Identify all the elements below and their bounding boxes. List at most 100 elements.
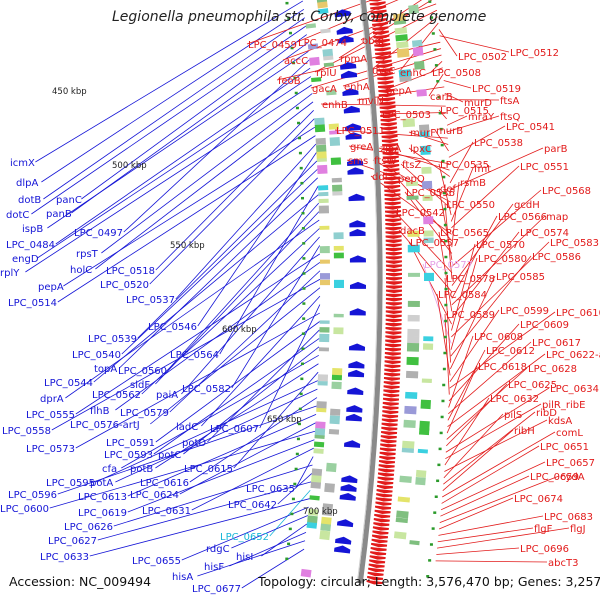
forward-gene-label[interactable]: LPC_0608 xyxy=(474,332,523,343)
forward-gene-label[interactable]: enhA xyxy=(344,82,370,93)
forward-gene-label[interactable]: pepA xyxy=(386,86,412,97)
forward-gene-label[interactable]: ftsA xyxy=(500,96,519,107)
reverse-gene-label[interactable]: LPC_0558 xyxy=(2,426,51,437)
reverse-gene-label[interactable]: LPC_0582 xyxy=(182,384,231,395)
forward-gene-label[interactable]: LPC_0557 xyxy=(410,238,459,249)
reverse-gene-label[interactable]: hisI xyxy=(236,552,253,563)
forward-gene-label[interactable]: accC xyxy=(284,56,308,67)
forward-gene-label[interactable]: pepO xyxy=(398,174,425,185)
reverse-gene-label[interactable]: LPC_0652 xyxy=(220,532,269,543)
reverse-gene-label[interactable]: LPC_0624 xyxy=(130,490,179,501)
forward-gene-label[interactable]: map xyxy=(546,212,568,223)
reverse-gene-label[interactable]: LPC_0539 xyxy=(88,334,137,345)
forward-gene-label[interactable]: LPC_0570 xyxy=(476,240,525,251)
reverse-gene-label[interactable]: LPC_0631 xyxy=(142,506,191,517)
forward-gene-label[interactable]: LPC_0568 xyxy=(542,186,591,197)
reverse-gene-label[interactable]: LPC_0619 xyxy=(78,508,127,519)
reverse-gene-label[interactable]: LPC_0677 xyxy=(192,584,241,595)
forward-gene-label[interactable]: lpxC xyxy=(410,144,432,155)
forward-gene-label[interactable]: LPC_0586 xyxy=(532,252,581,263)
reverse-gene-label[interactable]: LPC_0560 xyxy=(118,366,167,377)
forward-gene-label[interactable]: greA xyxy=(350,142,373,153)
forward-gene-label[interactable]: rsmB xyxy=(460,178,486,189)
forward-gene-label[interactable]: LPC_0696 xyxy=(520,544,569,555)
forward-gene-label[interactable]: rplU xyxy=(316,68,337,79)
forward-gene-label[interactable]: LPC_0622-argE xyxy=(546,350,600,361)
reverse-gene-label[interactable]: hisF xyxy=(204,562,224,573)
reverse-gene-label[interactable]: LPC_0607 xyxy=(210,424,259,435)
forward-gene-label[interactable]: LPC_0585 xyxy=(496,272,545,283)
reverse-gene-label[interactable]: LPC_0642 xyxy=(228,500,277,511)
forward-gene-label[interactable]: ftsW xyxy=(374,156,396,167)
reverse-gene-label[interactable]: dlpA xyxy=(16,178,38,189)
forward-gene-label[interactable]: pilS xyxy=(504,410,522,421)
reverse-gene-label[interactable]: LPC_0615 xyxy=(184,464,233,475)
forward-gene-label[interactable]: LPC_0578 xyxy=(446,274,495,285)
reverse-gene-label[interactable]: panB xyxy=(46,209,72,220)
forward-gene-label[interactable]: rpmA xyxy=(340,54,367,65)
reverse-gene-label[interactable]: LPC_0633 xyxy=(40,552,89,563)
reverse-gene-label[interactable]: hisA xyxy=(172,572,193,583)
reverse-gene-label[interactable]: flhB xyxy=(90,406,110,417)
forward-gene-label[interactable]: LPC_0502 xyxy=(458,52,507,63)
reverse-gene-label[interactable]: LPC_0544 xyxy=(44,378,93,389)
reverse-gene-label[interactable]: LPC_0591 xyxy=(106,438,155,449)
forward-gene-label[interactable]: LPC_0657 xyxy=(546,458,595,469)
reverse-gene-label[interactable]: dotC xyxy=(6,210,29,221)
forward-gene-label[interactable]: feoB xyxy=(278,76,301,87)
forward-gene-label[interactable]: carB xyxy=(430,92,453,103)
forward-gene-label[interactable]: LPC_0632 xyxy=(490,394,539,405)
forward-gene-label[interactable]: LPC_0577 xyxy=(424,260,473,271)
reverse-gene-label[interactable]: potD xyxy=(182,438,206,449)
forward-gene-label[interactable]: LPC_0583 xyxy=(550,238,599,249)
forward-gene-label[interactable]: LPC_0628 xyxy=(528,364,577,375)
forward-gene-label[interactable]: LPC_0589 xyxy=(446,310,495,321)
reverse-gene-label[interactable]: LPC_0576-artJ xyxy=(70,420,140,431)
forward-gene-label[interactable]: LPC_0503 xyxy=(382,110,431,121)
forward-gene-label[interactable]: murF xyxy=(410,128,436,139)
forward-gene-label[interactable]: comL xyxy=(556,428,583,439)
forward-gene-label[interactable]: enhB xyxy=(322,100,348,111)
forward-gene-label[interactable]: gacA xyxy=(312,84,337,95)
reverse-gene-label[interactable]: panC xyxy=(56,195,82,206)
forward-gene-label[interactable]: LPC_0610 xyxy=(556,308,600,319)
forward-gene-label[interactable]: ddl xyxy=(372,172,387,183)
reverse-gene-label[interactable]: LPC_0600 xyxy=(0,504,49,515)
forward-gene-label[interactable]: sms xyxy=(348,156,368,167)
forward-gene-label[interactable]: def xyxy=(440,184,457,195)
reverse-gene-label[interactable]: holC xyxy=(70,265,92,276)
reverse-gene-label[interactable]: dotB xyxy=(18,195,41,206)
forward-gene-label[interactable]: LPC_0459 xyxy=(248,40,297,51)
forward-gene-label[interactable]: LPC_0599 xyxy=(500,306,549,317)
reverse-gene-label[interactable]: LPC_0520 xyxy=(100,280,149,291)
reverse-gene-label[interactable]: LPC_0596 xyxy=(8,490,57,501)
forward-gene-label[interactable]: LPC_0651 xyxy=(540,442,589,453)
reverse-gene-label[interactable]: pepA xyxy=(38,282,64,293)
reverse-gene-label[interactable]: ispB xyxy=(22,224,43,235)
forward-gene-label[interactable]: mraY xyxy=(468,112,495,123)
reverse-gene-label[interactable]: LPC_0595 xyxy=(46,478,95,489)
forward-gene-label[interactable]: enhC xyxy=(400,68,426,79)
reverse-gene-label[interactable]: dprA xyxy=(40,394,64,405)
forward-gene-label[interactable]: flgJ xyxy=(570,524,586,535)
reverse-gene-label[interactable]: LPC_0555 xyxy=(26,410,75,421)
forward-gene-label[interactable]: LPC_0612 xyxy=(486,346,535,357)
forward-gene-label[interactable]: LPC_0609 xyxy=(520,320,569,331)
forward-gene-label[interactable]: LPC_0551 xyxy=(520,162,569,173)
reverse-gene-label[interactable]: topA xyxy=(94,364,117,375)
forward-gene-label[interactable]: LPC_0584 xyxy=(438,290,487,301)
reverse-gene-label[interactable]: LPC_0655 xyxy=(132,556,181,567)
reverse-gene-label[interactable]: engD xyxy=(12,254,39,265)
reverse-gene-label[interactable]: LPC_0564 xyxy=(170,350,219,361)
forward-gene-label[interactable]: ribD xyxy=(536,408,557,419)
forward-gene-label[interactable]: LPC_0617 xyxy=(532,338,581,349)
forward-gene-label[interactable]: LPC_0511 xyxy=(336,126,385,137)
reverse-gene-label[interactable]: LPC_0546 xyxy=(148,322,197,333)
reverse-gene-label[interactable]: LPC_0518 xyxy=(106,266,155,277)
forward-gene-label[interactable]: LPC_0618 xyxy=(478,362,527,373)
forward-gene-label[interactable]: gcdH xyxy=(514,200,540,211)
forward-gene-label[interactable]: LPC_0580 xyxy=(478,254,527,265)
reverse-gene-label[interactable]: ladC xyxy=(176,422,198,433)
forward-gene-label[interactable]: abcT3 xyxy=(548,558,578,569)
forward-gene-label[interactable]: uvrC xyxy=(372,66,395,77)
